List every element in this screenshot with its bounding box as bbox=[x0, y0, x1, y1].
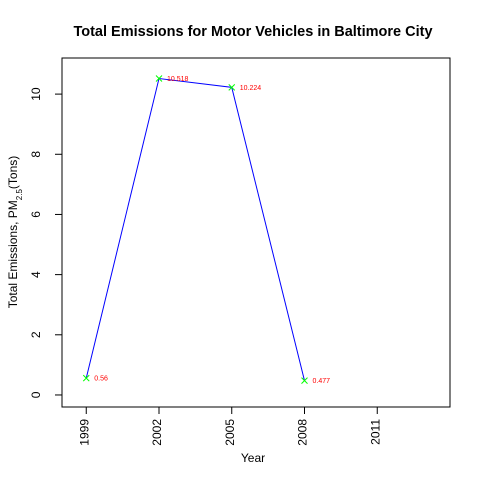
y-tick-label: 6 bbox=[29, 211, 43, 218]
x-axis-label: Year bbox=[241, 451, 265, 465]
x-tick-label: 1999 bbox=[77, 419, 91, 446]
x-tick-label: 2002 bbox=[150, 419, 164, 446]
data-point-marker bbox=[228, 84, 236, 91]
plot-frame bbox=[61, 57, 451, 408]
data-point-marker bbox=[82, 374, 90, 382]
data-label: 10.518 bbox=[167, 76, 189, 83]
y-tick-label: 0 bbox=[29, 391, 43, 398]
data-point-marker bbox=[155, 75, 163, 82]
x-tick-label: 2008 bbox=[296, 419, 310, 446]
data-label: 0.56 bbox=[94, 376, 108, 383]
chart-title: Total Emissions for Motor Vehicles in Ba… bbox=[73, 24, 432, 40]
y-tick-label: 4 bbox=[29, 271, 43, 278]
y-axis: 0 2 4 6 8 10 bbox=[29, 87, 63, 398]
y-axis-label-prefix: Total Emissions, PM bbox=[6, 200, 20, 308]
series-line bbox=[85, 77, 305, 381]
y-axis-label: Total Emissions, PM2.5(Tons) bbox=[6, 156, 24, 309]
data-label: 0.477 bbox=[313, 378, 331, 385]
y-axis-label-subscript: 2.5 bbox=[15, 189, 24, 201]
data-label: 10.224 bbox=[240, 85, 262, 92]
y-tick-label: 8 bbox=[29, 151, 43, 158]
series-group: 0.56 10.518 10.224 0.477 bbox=[82, 75, 331, 385]
y-tick-label: 2 bbox=[29, 331, 43, 338]
y-axis-label-suffix: (Tons) bbox=[6, 156, 20, 189]
x-tick-label: 2005 bbox=[223, 419, 237, 446]
x-tick-label: 2011 bbox=[368, 419, 382, 445]
x-axis: 1999 2002 2005 2008 2011 bbox=[77, 406, 382, 446]
y-tick-label: 10 bbox=[29, 87, 43, 101]
data-point-marker bbox=[301, 377, 308, 384]
